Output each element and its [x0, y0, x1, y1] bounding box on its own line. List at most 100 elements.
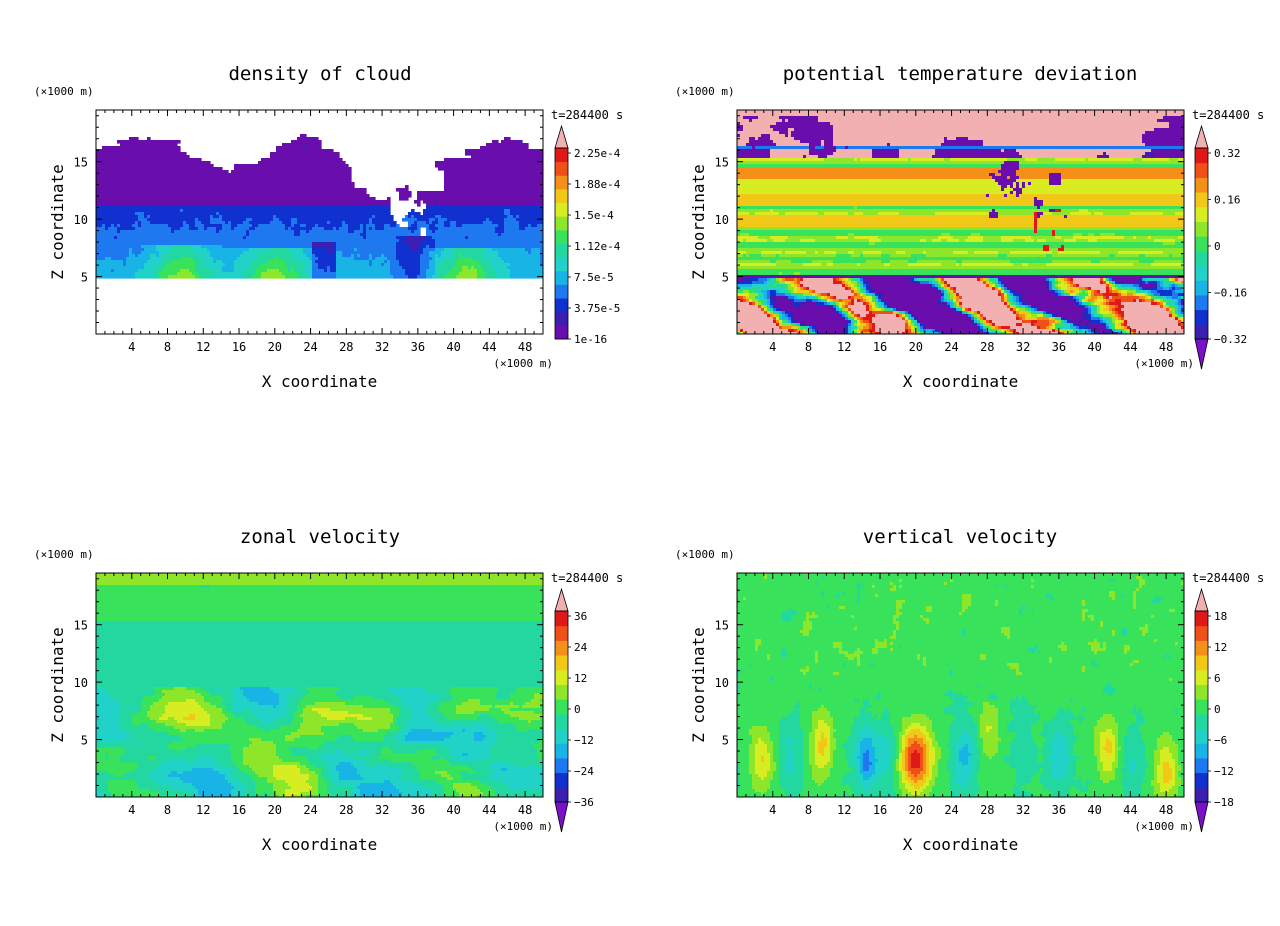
heatmap-cell	[962, 311, 966, 315]
heatmap-cell	[953, 702, 975, 706]
heatmap-cell	[141, 723, 148, 727]
heatmap-cell	[318, 777, 325, 781]
heatmap-cell	[869, 287, 873, 291]
heatmap-cell	[1115, 747, 1122, 751]
heatmap-cell	[1094, 738, 1101, 742]
heatmap-cell	[1037, 648, 1062, 652]
heatmap-cell	[890, 308, 894, 312]
colorbar-segment	[1195, 221, 1208, 237]
heatmap-cell	[1007, 305, 1011, 309]
heatmap-cell	[854, 311, 870, 315]
heatmap-cell	[908, 158, 912, 162]
heatmap-cell	[860, 314, 867, 318]
heatmap-cell	[1022, 672, 1184, 676]
heatmap-cell	[977, 684, 981, 688]
heatmap-cell	[372, 254, 382, 258]
heatmap-cell	[96, 170, 229, 174]
heatmap-cell	[255, 227, 286, 231]
heatmap-cell	[938, 236, 954, 240]
heatmap-cell	[1121, 633, 1128, 637]
heatmap-cell	[1145, 293, 1149, 297]
heatmap-cell	[1067, 293, 1071, 297]
heatmap-cell	[794, 708, 798, 712]
heatmap-cell	[950, 290, 954, 294]
heatmap-cell	[860, 281, 864, 285]
heatmap-cell	[339, 735, 352, 739]
heatmap-cell	[926, 726, 933, 730]
heatmap-cell	[138, 254, 151, 258]
heatmap-cell	[815, 732, 822, 736]
heatmap-cell	[1052, 314, 1056, 318]
heatmap-cell	[282, 759, 310, 763]
heatmap-cell	[995, 287, 999, 291]
heatmap-cell	[417, 227, 421, 231]
heatmap-cell	[770, 293, 777, 297]
heatmap-cell	[995, 753, 1011, 757]
heatmap-cell	[132, 248, 145, 252]
heatmap-cell	[420, 242, 436, 246]
heatmap-cell	[96, 729, 124, 733]
heatmap-cell	[495, 789, 514, 793]
heatmap-cell	[1085, 717, 1101, 721]
heatmap-cell	[312, 269, 325, 273]
heatmap-cell	[1058, 332, 1062, 334]
heatmap-cell	[432, 795, 445, 797]
heatmap-cell	[1139, 579, 1146, 583]
heatmap-cell	[737, 741, 753, 745]
heatmap-cell	[1172, 293, 1179, 297]
heatmap-cell	[854, 317, 858, 321]
heatmap-cell	[1166, 302, 1173, 306]
heatmap-cell	[489, 747, 538, 751]
heatmap-cell	[881, 254, 891, 258]
heatmap-cell	[534, 741, 541, 745]
heatmap-cell	[785, 281, 792, 285]
heatmap-cell	[96, 173, 352, 177]
chart-title: vertical velocity	[863, 526, 1057, 548]
heatmap-cell	[854, 290, 858, 294]
heatmap-cell	[390, 747, 451, 751]
heatmap-cell	[333, 251, 337, 255]
heatmap-cell	[878, 236, 939, 240]
heatmap-cell	[1025, 302, 1029, 306]
heatmap-cell	[872, 711, 885, 715]
heatmap-cell	[854, 720, 891, 724]
heatmap-cell	[1139, 296, 1146, 300]
heatmap-cell	[779, 320, 783, 324]
heatmap-cell	[507, 786, 543, 790]
colorbar-segment	[1195, 265, 1208, 281]
heatmap-cell	[357, 254, 361, 258]
heatmap-cell	[390, 263, 400, 267]
heatmap-cell	[138, 218, 148, 222]
heatmap-cell	[198, 789, 232, 793]
heatmap-cell	[791, 260, 813, 264]
heatmap-cell	[1112, 744, 1116, 748]
heatmap-cell	[417, 218, 430, 222]
heatmap-cell	[1034, 323, 1050, 327]
heatmap-cell	[851, 615, 855, 619]
heatmap-cell	[492, 744, 535, 748]
heatmap-cell	[770, 260, 777, 264]
heatmap-cell	[902, 741, 906, 745]
heatmap-cell	[863, 651, 873, 655]
heatmap-cell	[845, 750, 855, 754]
heatmap-cell	[737, 200, 1035, 204]
heatmap-cell	[806, 287, 810, 291]
heatmap-cell	[1124, 744, 1146, 748]
heatmap-cell	[788, 654, 816, 658]
heatmap-cell	[980, 314, 984, 318]
heatmap-cell	[159, 765, 223, 769]
heatmap-cell	[420, 266, 430, 270]
heatmap-cell	[905, 311, 909, 315]
heatmap-cell	[243, 251, 259, 255]
heatmap-cell	[1046, 311, 1050, 315]
heatmap-cell	[519, 705, 523, 709]
heatmap-cell	[773, 209, 993, 213]
heatmap-cell	[911, 323, 915, 327]
heatmap-cell	[1142, 732, 1164, 736]
heatmap-cell	[791, 314, 795, 318]
heatmap-cell	[438, 227, 496, 231]
heatmap-cell	[869, 311, 873, 315]
heatmap-cell	[186, 747, 229, 751]
heatmap-cell	[836, 296, 849, 300]
heatmap-cell	[1016, 194, 1020, 198]
